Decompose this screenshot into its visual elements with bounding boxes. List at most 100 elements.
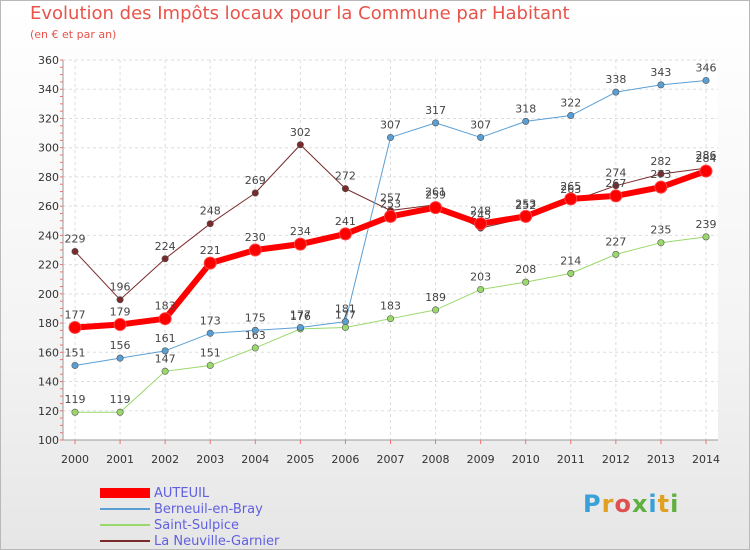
chart-title: Evolution des Impôts locaux pour la Comm… xyxy=(30,3,570,24)
data-point-auteuil xyxy=(113,318,127,332)
x-tick-label: 2008 xyxy=(422,453,450,466)
data-label-berneuil-en-bray: 318 xyxy=(515,102,536,115)
y-tick-label: 240 xyxy=(38,229,59,242)
data-label-la-neuville-garnier: 286 xyxy=(696,149,717,162)
data-point-auteuil xyxy=(248,243,262,257)
data-point-auteuil xyxy=(158,312,172,326)
logo-letter: o xyxy=(614,490,632,518)
data-label-auteuil: 241 xyxy=(335,215,356,228)
data-point-berneuil-en-bray xyxy=(116,354,124,362)
data-point-auteuil xyxy=(68,320,82,334)
data-point-berneuil-en-bray xyxy=(296,323,304,331)
data-point-saint-sulpice xyxy=(206,361,214,369)
data-point-auteuil xyxy=(519,209,533,223)
data-point-la-neuville-garnier xyxy=(251,189,259,197)
data-point-auteuil xyxy=(338,227,352,241)
data-label-berneuil-en-bray: 156 xyxy=(110,339,131,352)
data-label-auteuil: 248 xyxy=(470,205,491,218)
data-point-auteuil xyxy=(429,201,443,215)
x-tick-label: 2009 xyxy=(467,453,495,466)
data-point-auteuil xyxy=(474,217,488,231)
data-label-la-neuville-garnier: 263 xyxy=(560,183,581,196)
x-tick-label: 2014 xyxy=(692,453,720,466)
data-point-saint-sulpice xyxy=(116,408,124,416)
data-point-auteuil xyxy=(564,192,578,206)
data-label-saint-sulpice: 163 xyxy=(245,329,266,342)
data-label-la-neuville-garnier: 248 xyxy=(200,205,221,218)
data-label-berneuil-en-bray: 151 xyxy=(65,346,86,359)
x-tick-label: 2002 xyxy=(151,453,179,466)
data-point-auteuil xyxy=(203,256,217,270)
data-label-auteuil: 253 xyxy=(380,197,401,210)
data-label-auteuil: 284 xyxy=(696,152,717,165)
data-label-la-neuville-garnier: 196 xyxy=(110,281,131,294)
data-point-saint-sulpice xyxy=(477,285,485,293)
data-label-saint-sulpice: 214 xyxy=(560,254,581,267)
y-tick-label: 280 xyxy=(38,171,59,184)
data-label-saint-sulpice: 147 xyxy=(155,352,176,365)
data-label-saint-sulpice: 235 xyxy=(650,224,671,237)
data-label-saint-sulpice: 227 xyxy=(605,235,626,248)
data-point-saint-sulpice xyxy=(522,278,530,286)
data-label-berneuil-en-bray: 307 xyxy=(380,118,401,131)
legend-item-berneuil: Berneuil-en-Bray xyxy=(100,501,279,517)
y-tick-label: 360 xyxy=(38,54,59,67)
data-point-berneuil-en-bray xyxy=(567,112,575,120)
data-label-la-neuville-garnier: 302 xyxy=(290,126,311,139)
data-point-berneuil-en-bray xyxy=(71,361,79,369)
data-point-la-neuville-garnier xyxy=(612,182,620,190)
data-label-auteuil: 259 xyxy=(425,189,446,202)
data-point-la-neuville-garnier xyxy=(296,141,304,149)
legend-label-auteuil: AUTEUIL xyxy=(154,485,210,501)
proxiti-logo: Proxiti xyxy=(583,490,679,518)
data-point-berneuil-en-bray xyxy=(477,133,485,141)
data-label-saint-sulpice: 189 xyxy=(425,291,446,304)
data-point-auteuil xyxy=(293,237,307,251)
data-point-berneuil-en-bray xyxy=(206,329,214,337)
data-label-berneuil-en-bray: 322 xyxy=(560,97,581,110)
data-point-la-neuville-garnier xyxy=(657,170,665,178)
data-label-auteuil: 273 xyxy=(650,168,671,181)
data-label-la-neuville-garnier: 229 xyxy=(65,232,86,245)
data-point-auteuil xyxy=(654,180,668,194)
y-tick-label: 320 xyxy=(38,112,59,125)
x-tick-label: 2003 xyxy=(196,453,224,466)
data-label-berneuil-en-bray: 175 xyxy=(245,311,266,324)
data-point-auteuil xyxy=(699,164,713,178)
x-tick-label: 2005 xyxy=(286,453,314,466)
data-point-saint-sulpice xyxy=(432,306,440,314)
data-label-la-neuville-garnier: 282 xyxy=(650,155,671,168)
y-tick-label: 140 xyxy=(38,376,59,389)
data-point-berneuil-en-bray xyxy=(657,81,665,89)
legend-label-saint-sulpice: Saint-Sulpice xyxy=(154,517,239,533)
data-point-auteuil xyxy=(609,189,623,203)
legend-label-berneuil: Berneuil-en-Bray xyxy=(154,501,263,517)
legend-item-saint-sulpice: Saint-Sulpice xyxy=(100,517,279,533)
data-label-auteuil: 183 xyxy=(155,300,176,313)
y-tick-label: 260 xyxy=(38,200,59,213)
legend-swatch-auteuil xyxy=(100,488,150,498)
x-tick-label: 2001 xyxy=(106,453,134,466)
data-label-berneuil-en-bray: 346 xyxy=(696,61,717,74)
data-label-auteuil: 230 xyxy=(245,231,266,244)
chart-subtitle: (en € et par an) xyxy=(30,28,117,41)
data-label-auteuil: 177 xyxy=(65,308,86,321)
data-point-la-neuville-garnier xyxy=(341,185,349,193)
y-tick-label: 180 xyxy=(38,317,59,330)
data-label-berneuil-en-bray: 317 xyxy=(425,104,446,117)
data-label-saint-sulpice: 177 xyxy=(335,308,356,321)
x-tick-label: 2007 xyxy=(377,453,405,466)
data-point-saint-sulpice xyxy=(612,250,620,258)
x-tick-label: 2010 xyxy=(512,453,540,466)
legend-item-la-neuville: La Neuville-Garnier xyxy=(100,533,279,549)
data-label-la-neuville-garnier: 257 xyxy=(380,192,401,205)
data-point-saint-sulpice xyxy=(657,239,665,247)
x-tick-label: 2011 xyxy=(557,453,585,466)
data-point-la-neuville-garnier xyxy=(206,220,214,228)
data-point-saint-sulpice xyxy=(251,344,259,352)
data-point-saint-sulpice xyxy=(386,315,394,323)
legend-swatch-saint-sulpice xyxy=(100,524,150,526)
data-point-saint-sulpice xyxy=(702,233,710,241)
data-label-saint-sulpice: 119 xyxy=(110,393,131,406)
data-point-berneuil-en-bray xyxy=(386,133,394,141)
